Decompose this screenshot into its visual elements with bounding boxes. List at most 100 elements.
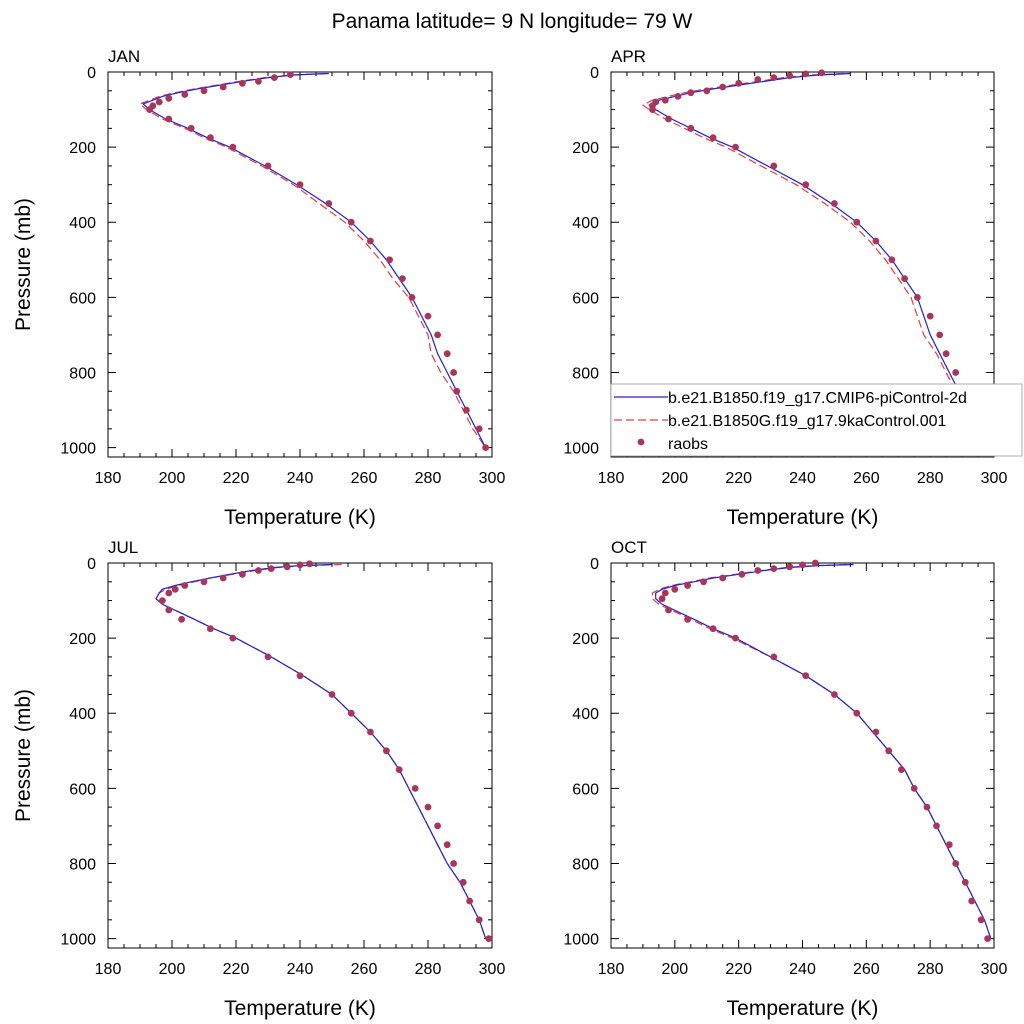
obs-point: [443, 350, 451, 358]
y-tick-label: 1000: [60, 441, 96, 458]
x-tick-label: 280: [415, 470, 442, 487]
y-tick-label: 600: [69, 781, 96, 798]
obs-point: [424, 803, 432, 811]
obs-point: [658, 595, 666, 603]
x-tick-label: 240: [789, 961, 816, 978]
obs-point: [914, 294, 921, 301]
obs-point: [719, 83, 727, 91]
obs-point: [754, 567, 762, 574]
obs-point: [367, 237, 374, 245]
y-tick-label: 0: [87, 65, 96, 82]
obs-point: [786, 72, 794, 80]
x-tick-label: 280: [917, 470, 944, 487]
obs-point: [661, 96, 669, 104]
obs-point: [200, 87, 208, 95]
obs-point: [831, 691, 838, 698]
obs-point: [219, 83, 227, 91]
obs-point: [872, 728, 880, 736]
obs-point: [674, 93, 682, 100]
x-tick-label: 280: [917, 961, 944, 978]
y-tick-label: 0: [87, 556, 96, 573]
x-tick-label: 200: [661, 961, 688, 978]
x-tick-label: 260: [351, 470, 378, 487]
y-axis-title: Pressure (mb): [12, 689, 35, 822]
obs-point: [661, 589, 669, 597]
x-tick-label: 240: [789, 470, 816, 487]
series1-line: [155, 563, 487, 939]
obs-point: [732, 143, 739, 151]
obs-point: [181, 582, 189, 589]
obs-point: [466, 897, 473, 905]
obs-point: [165, 589, 173, 597]
x-tick-label: 200: [661, 470, 688, 487]
obs-point: [885, 747, 893, 755]
obs-point: [219, 574, 227, 582]
obs-point: [325, 200, 333, 207]
obs-point: [709, 134, 717, 142]
obs-point: [945, 841, 953, 849]
obs-point: [155, 98, 163, 106]
y-tick-label: 800: [69, 365, 96, 382]
y-tick-label: 800: [572, 365, 599, 382]
obs-point: [408, 294, 416, 301]
panel-oct: 180 200 220 240 260 280 300 0 200 400 600 800 1000 Te…: [563, 538, 1007, 1020]
x-tick-label: 300: [981, 961, 1008, 978]
obs-point: [395, 766, 403, 773]
obs-point: [383, 747, 390, 755]
obs-point: [271, 74, 278, 81]
obs-point: [229, 634, 237, 642]
panel-title: JAN: [108, 47, 140, 66]
obs-point: [283, 563, 291, 571]
obs-point: [347, 218, 355, 226]
obs-point: [296, 181, 304, 189]
obs-point: [818, 69, 825, 77]
obs-point: [267, 565, 275, 572]
obs-point: [968, 897, 976, 905]
obs-point: [799, 561, 806, 569]
legend-label: b.e21.B1850.f19_g17.CMIP6-piControl-2d: [668, 390, 967, 407]
panel-jan: 180 200 220 240 260 280 300 0 200 400 600 800 1000 Te…: [12, 47, 505, 529]
obs-point: [952, 369, 960, 376]
obs-point: [239, 570, 246, 578]
plot-area: [651, 563, 992, 939]
obs-point: [665, 115, 672, 123]
obs-point: [475, 916, 483, 924]
series1-line: [655, 563, 992, 939]
obs-point: [786, 563, 794, 571]
obs-point: [453, 387, 461, 395]
obs-point: [977, 916, 985, 924]
obs-point: [443, 841, 451, 849]
obs-point: [770, 653, 778, 661]
x-tick-label: 260: [351, 961, 378, 978]
obs-point: [200, 578, 208, 586]
obs-point: [770, 162, 778, 170]
x-tick-label: 240: [287, 470, 314, 487]
main-title: Panama latitude= 9 N longitude= 79 W: [332, 10, 693, 33]
obs-point: [264, 653, 272, 661]
obs-point: [367, 728, 374, 736]
x-tick-label: 200: [159, 961, 186, 978]
obs-point: [255, 78, 262, 85]
series2-line: [651, 563, 992, 939]
obs-point: [178, 615, 186, 623]
x-tick-label: 300: [479, 961, 506, 978]
obs-point: [459, 878, 467, 886]
y-tick-label: 400: [69, 215, 96, 232]
obs-point: [802, 181, 810, 189]
x-axis-title: Temperature (K): [224, 506, 376, 529]
obs-point: [665, 606, 672, 614]
obs-point: [942, 350, 950, 358]
x-axis-title: Temperature (K): [727, 997, 879, 1020]
obs-point: [287, 71, 294, 78]
obs-point: [649, 106, 656, 113]
plot-frame: [107, 562, 493, 949]
x-tick-label: 180: [598, 470, 625, 487]
obs-point: [700, 578, 707, 586]
x-tick-label: 220: [223, 961, 250, 978]
x-tick-label: 220: [223, 470, 250, 487]
y-tick-label: 0: [590, 556, 599, 573]
obs-point: [703, 87, 711, 95]
y-tick-label: 200: [572, 140, 599, 157]
x-tick-label: 260: [853, 470, 880, 487]
